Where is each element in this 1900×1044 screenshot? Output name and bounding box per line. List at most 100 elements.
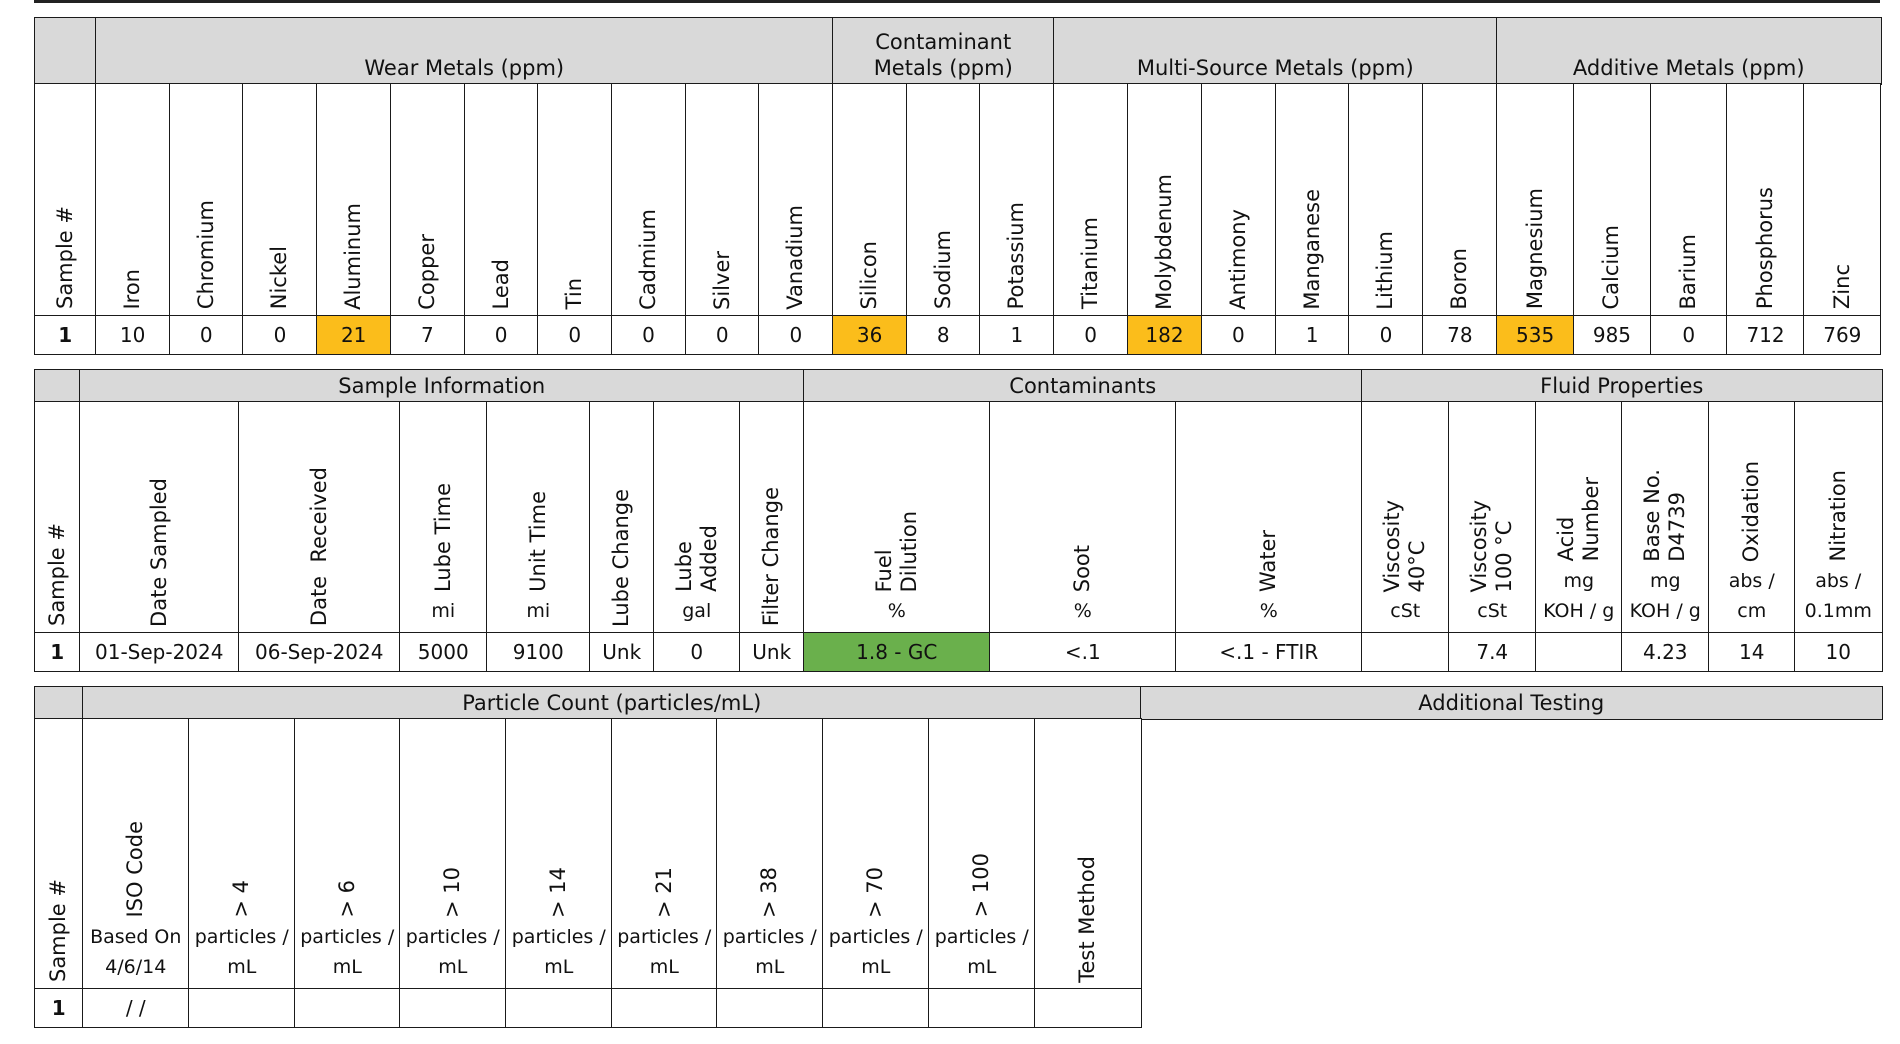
column-header-label: > 4 <box>229 880 254 918</box>
column-header-label: > 14 <box>546 866 571 918</box>
value-cell-viscosity-100-c: 7.4 <box>1448 632 1537 672</box>
column-header-label: > 100 <box>969 853 994 918</box>
column-header-label: Antimony <box>1225 208 1250 310</box>
value-oxidation: 14 <box>1739 639 1765 664</box>
column-header-soot: Soot% <box>989 401 1177 634</box>
value-cell-test-method <box>1034 988 1142 1028</box>
value-lead: 0 <box>494 322 508 347</box>
column-unit-label: % <box>887 600 906 623</box>
value-vanadium: 0 <box>789 322 803 347</box>
column-header-label: Tin <box>562 278 587 310</box>
column-header-boron: Boron <box>1422 83 1498 317</box>
group-header-label: Contaminants <box>1009 373 1157 398</box>
value-chromium: 0 <box>199 322 213 347</box>
column-header-label: Nitration <box>1825 470 1850 562</box>
value-cell-water: <.1 - FTIR <box>1175 632 1363 672</box>
column-header-21: > 21 particles / mL <box>611 718 718 990</box>
column-header-label: Iron <box>120 268 144 310</box>
column-header-lube-change: Lube Change <box>589 401 655 634</box>
column-unit-label: Based On 4/6/14 <box>90 925 182 979</box>
column-unit-label: cSt <box>1477 600 1508 623</box>
column-header-100: > 100 particles / mL <box>928 718 1036 990</box>
column-header-label: > 70 <box>863 866 888 918</box>
column-header-label: Silver <box>709 250 734 310</box>
column-unit-label: particles / mL <box>405 925 500 979</box>
value-boron: 78 <box>1447 322 1473 347</box>
column-header-test-method: Test Method <box>1034 718 1142 990</box>
value-lube-time: 5000 <box>417 639 469 664</box>
column-header-unit-time: Unit Time mi <box>486 401 591 634</box>
column-header-water: Water% <box>1175 401 1363 634</box>
sample-number-cell: 1 <box>34 988 84 1028</box>
value-titanium: 0 <box>1084 322 1098 347</box>
column-header-label: Titanium <box>1078 217 1103 310</box>
column-unit-label: % <box>1259 600 1278 623</box>
column-header-label: Oxidation <box>1739 460 1764 562</box>
column-header-label: Copper <box>414 233 439 310</box>
column-header-6: > 6 particles / mL <box>294 718 401 990</box>
column-header-vanadium: Vanadium <box>758 83 834 317</box>
column-header-aluminum: Aluminum <box>316 83 392 317</box>
value-magnesium: 535 <box>1516 322 1555 347</box>
value-cell-tin: 0 <box>537 315 613 355</box>
column-header-label: Barium <box>1676 233 1701 310</box>
sample-group-header <box>34 686 84 720</box>
value-cell-lube-time: 5000 <box>399 632 488 672</box>
value-cell-molybdenum: 182 <box>1126 315 1203 355</box>
value-unit-time: 9100 <box>512 639 564 664</box>
column-header-magnesium: Magnesium <box>1496 83 1575 317</box>
column-unit-label: mi <box>526 600 551 623</box>
column-header-viscosity-100-c: Viscosity 100 °C cSt <box>1448 401 1537 634</box>
column-header-base-no-d4739: Base No. D4739 mg KOH / g <box>1621 401 1710 634</box>
column-header-iron: Iron <box>95 83 171 317</box>
column-header-filter-change: Filter Change <box>739 401 805 634</box>
value-iso-code: / / <box>125 995 146 1020</box>
value-cell-4 <box>188 988 296 1028</box>
value-cell-zinc: 769 <box>1803 315 1882 355</box>
value-silver: 0 <box>715 322 729 347</box>
column-header-label: Date Received <box>306 467 331 627</box>
column-header-lead: Lead <box>463 83 539 317</box>
column-header-label: Lube Added <box>671 525 721 593</box>
value-cell-fuel-dilution: 1.8 - GC <box>803 632 991 672</box>
column-header-4: > 4 particles / mL <box>188 718 296 990</box>
column-header-14: > 14 particles / mL <box>505 718 613 990</box>
column-header-label: > 21 <box>651 866 676 918</box>
group-header-contaminant-metals-ppm: Contaminant Metals (ppm) <box>832 17 1055 85</box>
column-unit-label: abs / 0.1mm <box>1804 569 1872 623</box>
value-date-received: 06-Sep-2024 <box>255 639 384 664</box>
column-header-label: Lube Time <box>430 483 455 593</box>
value-tin: 0 <box>568 322 582 347</box>
column-unit-label: particles / mL <box>300 925 395 979</box>
value-potassium: 1 <box>1010 322 1024 347</box>
value-cell-lead: 0 <box>463 315 539 355</box>
value-cell-viscosity-40-c <box>1361 632 1450 672</box>
column-header-cadmium: Cadmium <box>610 83 687 317</box>
value-cell-iso-code: / / <box>82 988 190 1028</box>
column-unit-label: particles / mL <box>511 925 606 979</box>
value-date-sampled: 01-Sep-2024 <box>95 639 224 664</box>
column-header-lube-time: Lube Time mi <box>399 401 488 634</box>
column-unit-label: % <box>1073 600 1092 623</box>
column-unit-label: particles / mL <box>934 925 1029 979</box>
value-cell-aluminum: 21 <box>316 315 392 355</box>
column-header-label: Manganese <box>1299 188 1324 310</box>
value-cell-70 <box>822 988 930 1028</box>
column-header-potassium: Potassium <box>979 83 1055 317</box>
column-header-label: Aluminum <box>341 202 366 310</box>
column-header-label: Silicon <box>856 240 881 310</box>
column-header-silver: Silver <box>684 83 760 317</box>
value-cell-base-no-d4739: 4.23 <box>1621 632 1710 672</box>
column-header-chromium: Chromium <box>168 83 244 317</box>
group-header-additive-metals-ppm: Additive Metals (ppm) <box>1496 17 1882 85</box>
group-header-label: Additive Metals (ppm) <box>1572 56 1805 81</box>
value-cell-lube-change: Unk <box>589 632 655 672</box>
sample-group-header <box>34 17 97 85</box>
column-unit-label: cSt <box>1390 600 1421 623</box>
column-header-label: Date Sampled <box>146 477 171 627</box>
value-manganese: 1 <box>1305 322 1319 347</box>
group-header-wear-metals-ppm: Wear Metals (ppm) <box>95 17 834 85</box>
sample-number-label: Sample # <box>52 206 77 310</box>
value-phosphorus: 712 <box>1746 322 1785 347</box>
value-cell-barium: 0 <box>1649 315 1728 355</box>
